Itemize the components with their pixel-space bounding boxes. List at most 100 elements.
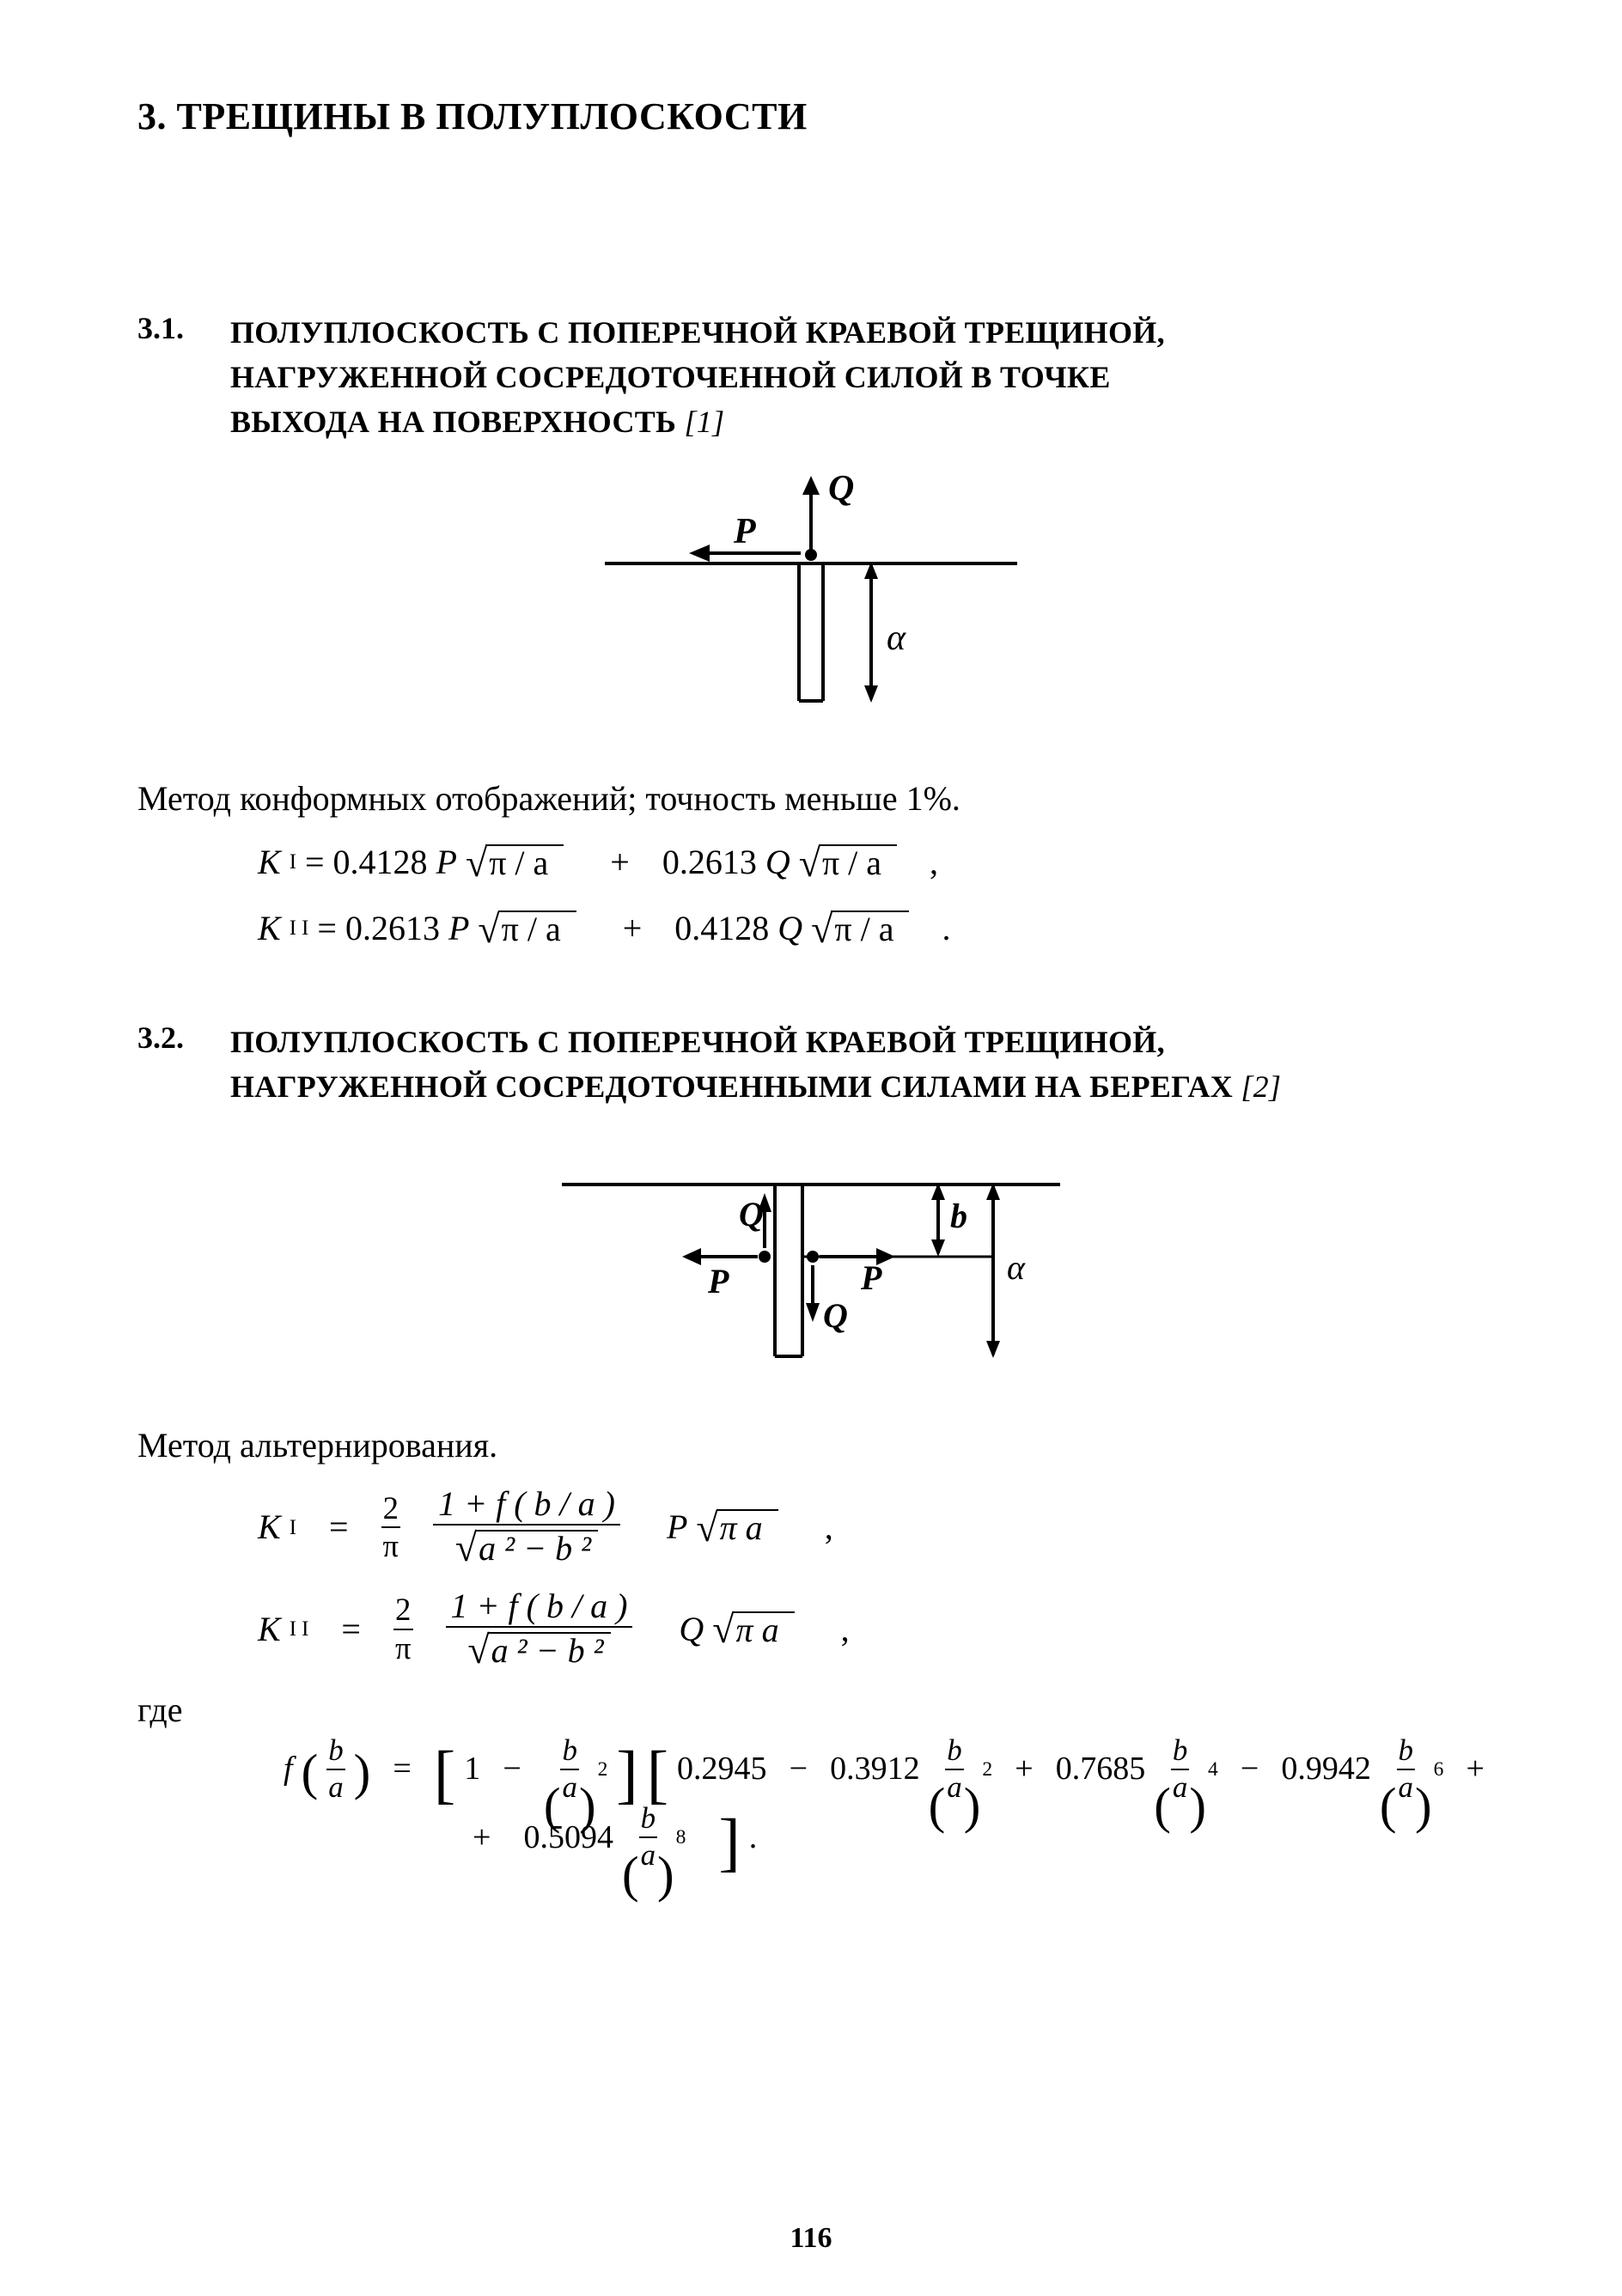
den-pi-b: π [393, 1632, 413, 1666]
frac-main-num-2: 1 + f ( b / a ) [446, 1588, 633, 1624]
section-3-2-heading: 3.2. ПОЛУПЛОСКОСТЬ С ПОПЕРЕЧНОЙ КРАЕВОЙ … [137, 1020, 1485, 1109]
c4: 0.7685 [1056, 1743, 1146, 1795]
fig-3-1-alpha-label: α [887, 618, 906, 658]
k1-c1: 0.4128 [333, 842, 428, 883]
eq-3-2-K2: KI I = 2 π 1 + f ( b / a ) √a ² − b ² Q … [258, 1588, 1485, 1671]
ba-p4: ( ba )4 [1154, 1735, 1218, 1803]
fig-3-2-P-left: P [707, 1262, 729, 1300]
eq-block-3-2: KI = 2 π 1 + f ( b / a ) √a ² − b ² P √π… [258, 1486, 1485, 1671]
frac-main-num-1: 1 + f ( b / a ) [433, 1486, 620, 1522]
minus: − [503, 1743, 521, 1795]
ba-p6: ( ba )6 [1380, 1735, 1444, 1803]
minus: − [790, 1743, 808, 1795]
sqrt-pa-2: √π a [712, 1605, 794, 1653]
sym-f: f [284, 1743, 293, 1795]
ba-sq-1: ( ba )2 [544, 1735, 608, 1803]
sqrt-2: √π / a [799, 839, 897, 886]
sym-plus: + [610, 842, 630, 883]
eq-block-3-1: KI = 0.4128P √π / a + 0.2613Q √π / a , K… [258, 839, 1485, 953]
period-1: . [942, 908, 950, 949]
eq-f-def: f ( ba ) = [ 1 − ( ba )2 ] [ 0.2945 − 0.… [284, 1735, 1485, 1872]
k2-c2: 0.4128 [674, 908, 769, 949]
ba-p2: ( ba )2 [929, 1735, 993, 1803]
sec-3-1-num: 3.1. [137, 310, 199, 445]
sqrt-1: √π / a [466, 839, 564, 886]
rad-pa-2: π a [736, 1611, 779, 1649]
sym-K: K [258, 1507, 281, 1548]
den-inner-2: a ² − b ² [491, 1631, 604, 1670]
k1-c2: 0.2613 [662, 842, 757, 883]
figure-3-2: Q P P Q b α [137, 1133, 1485, 1391]
k2-c1: 0.2613 [345, 908, 440, 949]
sec-3-2-num: 3.2. [137, 1020, 199, 1109]
sub-I: I [290, 1515, 296, 1541]
ba-p8: ( ba )8 [622, 1803, 686, 1871]
sec-3-2-title-line1: ПОЛУПЛОСКОСТЬ С ПОПЕРЕЧНОЙ КРАЕВОЙ ТРЕЩИ… [230, 1025, 1165, 1059]
sec-3-1-ref: [1] [684, 405, 724, 439]
sub-II: I I [290, 1617, 309, 1642]
fig-3-1-Q-label: Q [828, 469, 854, 509]
fig-3-1-P-label: P [733, 512, 756, 551]
frac-2-pi-b: 2 π [393, 1593, 413, 1665]
sub-II: I I [290, 916, 309, 941]
plus-lead: + [473, 1812, 491, 1864]
rad-pa-1: π a [720, 1508, 763, 1547]
rad-4: π / a [834, 910, 893, 948]
sec-3-1-title-line3: ВЫХОДА НА ПОВЕРХНОСТЬ [230, 405, 676, 439]
figure-3-1: P Q α [137, 469, 1485, 744]
eq-K2: KI I = 0.2613P √π / a + 0.4128Q √π / a . [258, 905, 1485, 953]
sym-P: P [436, 842, 457, 883]
where-text: где [137, 1690, 1485, 1730]
sym-P: P [448, 908, 469, 949]
sym-Q: Q [765, 842, 790, 883]
fig-3-2-b: b [950, 1197, 967, 1235]
period-2: . [749, 1812, 758, 1864]
frac-main-1: 1 + f ( b / a ) √a ² − b ² [433, 1486, 620, 1568]
chapter-title: 3. ТРЕЩИНЫ В ПОЛУПЛОСКОСТИ [137, 94, 1485, 138]
c6: 0.9942 [1281, 1743, 1371, 1795]
frac-main-2: 1 + f ( b / a ) √a ² − b ² [446, 1588, 633, 1671]
sec-3-2-title: ПОЛУПЛОСКОСТЬ С ПОПЕРЕЧНОЙ КРАЕВОЙ ТРЕЩИ… [230, 1020, 1281, 1109]
sec-3-1-title-line2: НАГРУЖЕННОЙ СОСРЕДОТОЧЕННОЙ СИЛОЙ В ТОЧК… [230, 360, 1111, 394]
sqrt-3: √π / a [478, 905, 576, 953]
comma-2: , [825, 1507, 833, 1548]
sym-K: K [258, 842, 281, 883]
sym-K: K [258, 908, 281, 949]
sub-I: I [290, 850, 296, 875]
c8: 0.5094 [523, 1812, 613, 1864]
rad-1: π / a [489, 843, 548, 882]
den-inner-1: a ² − b ² [479, 1529, 591, 1568]
sym-Q: Q [777, 908, 802, 949]
sec-3-2-method: Метод альтернирования. [137, 1425, 1485, 1465]
sym-eq: = [305, 842, 325, 883]
fig-3-2-P-right: P [860, 1258, 882, 1297]
den-pi: π [381, 1530, 401, 1563]
chapter-num: 3. [137, 95, 167, 137]
fig-3-2-alpha: α [1007, 1248, 1026, 1287]
section-3-1-heading: 3.1. ПОЛУПЛОСКОСТЬ С ПОПЕРЕЧНОЙ КРАЕВОЙ … [137, 310, 1485, 445]
page-number: 116 [0, 2222, 1622, 2255]
one: 1 [464, 1743, 480, 1795]
c0: 0.2945 [677, 1743, 767, 1795]
sym-P: P [667, 1507, 687, 1548]
sec-3-1-method: Метод конформных отображений; точность м… [137, 778, 1485, 819]
fig-3-2-Q-right: Q [823, 1296, 848, 1335]
sym-eq: = [341, 1609, 361, 1650]
eq-f-row2: + 0.5094 ( ba )8 ]. [284, 1803, 1485, 1871]
sym-eq: = [393, 1743, 411, 1795]
fig-3-2-Q-left: Q [739, 1195, 764, 1233]
plus: + [1015, 1743, 1033, 1795]
figure-3-2-svg: Q P P Q b α [536, 1133, 1086, 1391]
num-2b: 2 [393, 1593, 412, 1627]
sym-K: K [258, 1609, 281, 1650]
sqrt-4: √π / a [811, 905, 909, 953]
sqrt-den-1: √a ² − b ² [455, 1527, 598, 1568]
sec-3-1-title-line1: ПОЛУПЛОСКОСТЬ С ПОПЕРЕЧНОЙ КРАЕВОЙ ТРЕЩИ… [230, 315, 1165, 350]
sec-3-2-title-line2: НАГРУЖЕННОЙ СОСРЕДОТОЧЕННЫМИ СИЛАМИ НА Б… [230, 1069, 1233, 1104]
plus-trail: + [1467, 1743, 1485, 1795]
ba-0: ba [326, 1735, 345, 1803]
rad-2: π / a [822, 843, 881, 882]
figure-3-1-svg: P Q α [553, 469, 1069, 744]
comma-1: , [930, 842, 938, 883]
sym-eq: = [329, 1507, 349, 1548]
